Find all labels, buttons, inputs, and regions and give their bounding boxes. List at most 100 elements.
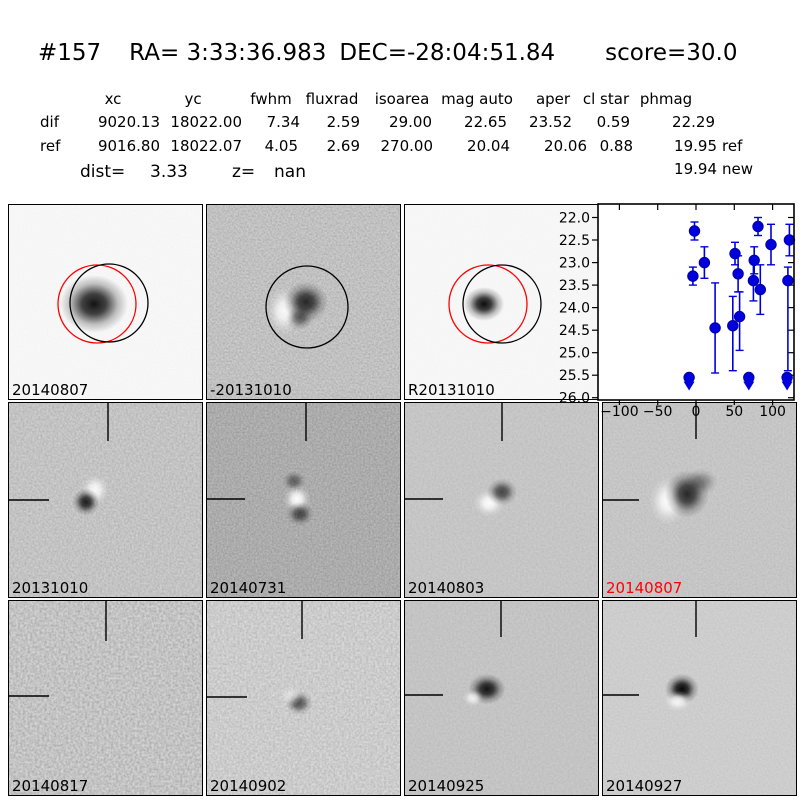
source-blob xyxy=(684,468,718,496)
stat-header-cell: fluxrad xyxy=(305,90,359,108)
stat-cell: 23.52 xyxy=(529,113,572,131)
cutout-image xyxy=(603,403,796,597)
cutout-panel-20140902: 20140902 xyxy=(206,600,401,796)
stat-cell: 18022.00 xyxy=(170,113,242,131)
source-blob xyxy=(72,488,100,516)
cutout-panel-20140731: 20140731 xyxy=(206,402,401,598)
stat-row-label: ref xyxy=(40,137,61,155)
x-tick-label: 100 xyxy=(759,404,786,420)
stat-cell: 22.29 xyxy=(672,113,715,131)
phmag-extra-suffix: new xyxy=(722,160,754,178)
cutout-image xyxy=(603,601,796,795)
stat-cell: 270.00 xyxy=(380,137,434,155)
cutout-date-label: 20140817 xyxy=(12,776,89,795)
aperture-circle xyxy=(448,264,528,344)
upper-limit-marker xyxy=(743,371,755,391)
source-blob xyxy=(462,689,484,707)
cutout-panel-20140817: 20140817 xyxy=(8,600,203,796)
source-blob xyxy=(463,287,505,321)
score-value: score=30.0 xyxy=(605,40,738,66)
cutout-date-label: 20140902 xyxy=(210,776,287,795)
source-blob xyxy=(664,690,692,712)
cutout-panel-20131010: 20131010 xyxy=(8,402,203,598)
dist-label: dist= xyxy=(80,162,126,182)
data-point xyxy=(688,225,701,237)
phmag-extra-value: 19.94 xyxy=(674,160,717,178)
data-point xyxy=(733,310,746,323)
data-point xyxy=(748,254,760,266)
z-value: nan xyxy=(274,162,306,182)
data-point xyxy=(727,320,739,332)
aperture-circle xyxy=(57,264,137,344)
stat-header-cell: yc xyxy=(184,90,202,108)
ra-value: RA= 3:33:36.983 xyxy=(129,40,327,66)
cutout-panel-20140803: 20140803 xyxy=(404,402,599,598)
x-tick-label: 0 xyxy=(692,404,701,420)
cutout-image xyxy=(9,403,202,597)
y-tick-label: 23.0 xyxy=(559,256,590,272)
y-tick-label: 26.0 xyxy=(559,391,590,407)
cutout-image xyxy=(405,403,598,597)
data-point xyxy=(782,274,794,287)
stat-header-cell: mag auto xyxy=(441,90,513,108)
x-tick-label: −100 xyxy=(600,404,638,420)
stat-header-cell: isoarea xyxy=(374,90,430,108)
stat-cell: 0.59 xyxy=(596,113,630,131)
plot-border xyxy=(597,203,795,401)
stat-cell: 29.00 xyxy=(389,113,432,131)
data-point xyxy=(765,238,777,251)
y-tick-label: 22.5 xyxy=(559,233,590,249)
stat-cell: 18022.07 xyxy=(170,137,242,155)
cutout-image xyxy=(207,403,400,597)
cutout-image xyxy=(9,205,202,399)
data-point xyxy=(752,220,764,233)
cutout-date-label: 20140927 xyxy=(606,776,683,795)
cutout-image xyxy=(405,205,598,399)
stat-header-cell: aper xyxy=(535,90,571,108)
light-curve-plot: −100 −50 0 50 100 22.0 22.5 23.0 23.5 24.0 24.5 25.… xyxy=(559,203,796,420)
error-bar xyxy=(728,295,737,372)
aperture-circle xyxy=(265,265,349,349)
stat-cell: 9020.13 xyxy=(97,113,160,131)
source-blob xyxy=(286,502,314,526)
upper-limit-marker xyxy=(683,371,695,391)
data-point xyxy=(687,270,699,282)
stat-header-cell: fwhm xyxy=(250,90,292,108)
data-point xyxy=(754,283,767,296)
cutout-panel-20140807-current: 20140807 xyxy=(602,402,797,598)
cutout-image xyxy=(207,205,400,399)
stat-header-cell: cl star xyxy=(582,90,630,108)
cutout-panel-new-20140807: 20140807 xyxy=(8,204,203,400)
candidate-id: #157 xyxy=(38,40,102,66)
cutout-date-label: 20140807 xyxy=(12,380,89,399)
data-point xyxy=(732,268,744,280)
data-point xyxy=(783,234,796,246)
stat-cell: 20.06 xyxy=(544,137,587,155)
stat-cell: 9016.80 xyxy=(97,137,160,155)
page-title: #157 RA= 3:33:36.983 DEC=-28:04:51.84 sc… xyxy=(38,40,737,66)
cutout-panel-20140925: 20140925 xyxy=(404,600,599,796)
stat-cell: 20.04 xyxy=(467,137,510,155)
cutout-date-label: 20140731 xyxy=(210,578,287,597)
cutout-image xyxy=(405,601,598,795)
x-tick-label: 50 xyxy=(725,404,743,420)
y-tick-label: 24.5 xyxy=(559,323,590,339)
stat-row-label: dif xyxy=(40,113,59,131)
cutout-date-label: R20131010 xyxy=(408,380,495,399)
y-tick-label: 25.0 xyxy=(559,346,590,362)
stat-cell: 22.65 xyxy=(464,113,507,131)
y-tick-label: 25.5 xyxy=(559,368,590,384)
cutout-date-label: -20131010 xyxy=(210,380,292,399)
stat-cell: 0.88 xyxy=(599,137,633,155)
cutout-image xyxy=(9,601,202,795)
stat-cell: 7.34 xyxy=(266,113,300,131)
data-point xyxy=(709,322,721,334)
stat-cell: 4.05 xyxy=(264,137,298,155)
cutout-date-label: 20140925 xyxy=(408,776,485,795)
dec-value: DEC=-28:04:51.84 xyxy=(339,40,556,66)
cutout-panel-ref-R20131010: R20131010 xyxy=(404,204,599,400)
stat-cell: 19.95 xyxy=(674,137,717,155)
stat-suffix: ref xyxy=(722,137,743,155)
z-label: z= xyxy=(232,162,256,182)
aperture-circle xyxy=(69,263,149,343)
